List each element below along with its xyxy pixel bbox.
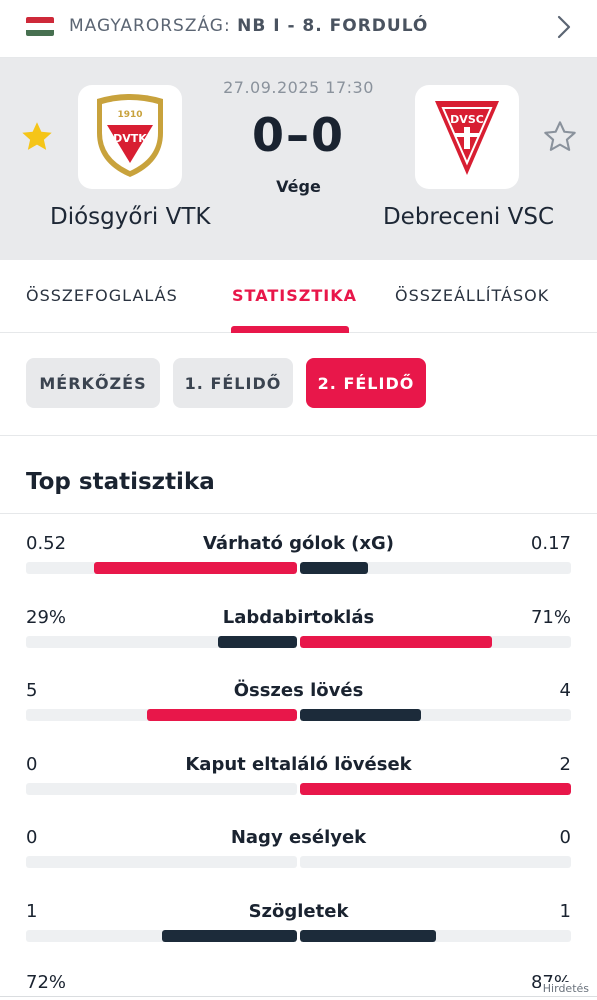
stat-home-value: 0 [26,753,38,775]
stat-away-bar-track [300,929,571,942]
stat-away-value: 71% [530,606,571,628]
stat-away-value: 2 [559,753,571,775]
stat-home-value: 1 [26,900,38,922]
tab-statistics[interactable]: STATISZTIKA [232,286,357,305]
stat-name: Labdabirtoklás [222,606,375,628]
breadcrumb[interactable]: MAGYARORSZÁG: NB I - 8. FORDULÓ [69,16,428,36]
stat-away-bar-track [300,856,571,868]
dvtk-crest-icon: 1910 DVTK [97,94,163,177]
stat-name: Kaput eltaláló lövések [185,753,412,775]
away-team-logo[interactable]: DVSC [415,85,519,189]
away-team-name[interactable]: Debreceni VSC [382,204,554,230]
stat-away-bar-track [300,782,571,795]
match-score: 0–0 [251,108,345,162]
stat-home-value: 5 [26,680,38,701]
stat-name: Várható gólok (xG) [202,533,395,554]
stat-home-bar [93,562,297,574]
stat-away-bar-track [300,562,571,574]
star-outline-icon[interactable] [542,119,578,155]
stat-row: 0 Kaput eltaláló lövések 2 [0,754,597,814]
home-team-name[interactable]: Diósgyőri VTK [50,204,211,230]
stat-row: 0 Nagy esélyek 0 [0,827,597,887]
stat-home-bar-track [26,782,297,795]
stat-away-bar [300,709,421,721]
dvsc-crest-icon: DVSC [435,101,499,175]
svg-text:DVTK: DVTK [113,132,147,145]
stat-away-bar [300,562,368,574]
stat-home-bar-track [26,856,297,868]
chevron-right-icon[interactable] [553,14,575,40]
svg-text:DVSC: DVSC [450,113,484,126]
stat-row: 29% Labdabirtoklás 71% [0,607,597,667]
stat-away-bar-track [300,709,571,721]
stat-home-bar-track [26,709,297,721]
stat-home-bar-track [26,929,297,942]
active-tab-indicator [231,326,349,333]
partial-home-value: 72% [26,972,67,988]
match-status: Vége [276,177,321,196]
stat-away-bar [300,929,436,942]
stat-away-bar-track [300,635,571,648]
stat-row: 1 Szögletek 1 [0,901,597,961]
stat-home-value: 29% [26,606,67,628]
home-team-logo[interactable]: 1910 DVTK [78,85,182,189]
hungary-flag-icon [26,17,54,36]
stat-away-value: 0 [559,827,571,848]
stat-home-value: 0.52 [26,533,67,554]
match-header: 1910 DVTK DVSC Diósgyőri VTK Debreceni V… [0,58,597,260]
tab-summary[interactable]: ÖSSZEFOGLALÁS [26,286,178,305]
stat-name: Szögletek [248,900,349,922]
stat-away-value: 4 [559,680,571,701]
stat-home-bar [161,929,297,942]
stat-away-value: 0.17 [530,533,571,554]
stat-home-bar [146,709,297,721]
stat-home-bar [218,635,297,648]
stat-row: 0.52 Várható gólok (xG) 0.17 [0,533,597,593]
period-second-half-button[interactable]: 2. FÉLIDŐ [306,358,426,408]
breadcrumb-country: MAGYARORSZÁG: [69,16,231,36]
competition-header[interactable]: MAGYARORSZÁG: NB I - 8. FORDULÓ [0,0,597,58]
tab-lineups[interactable]: ÖSSZEÁLLÍTÁSOK [395,286,550,305]
divider [0,513,597,514]
ad-label: Hirdetés [540,982,591,995]
stat-home-value: 0 [26,827,38,848]
star-filled-icon[interactable] [19,119,55,155]
stat-row: 5 Összes lövés 4 [0,680,597,740]
period-filter: MÉRKŐZÉS 1. FÉLIDŐ 2. FÉLIDŐ [0,334,597,436]
match-datetime: 27.09.2025 17:30 [223,78,374,97]
match-tabs: ÖSSZEFOGLALÁS STATISZTIKA ÖSSZEÁLLÍTÁSOK [0,260,597,333]
stat-name: Összes lövés [233,680,364,701]
stat-away-bar [300,782,571,795]
breadcrumb-competition: NB I - 8. FORDULÓ [237,16,429,36]
svg-text:1910: 1910 [117,110,142,120]
period-first-half-button[interactable]: 1. FÉLIDŐ [173,358,293,408]
stat-away-value: 1 [559,900,571,922]
stat-away-bar [300,635,493,648]
divider [0,996,597,997]
stats-section-title: Top statisztika [26,469,215,495]
partial-stat-row: 72% 87% [0,968,597,988]
period-match-button[interactable]: MÉRKŐZÉS [26,358,160,408]
stat-home-bar-track [26,562,297,574]
stat-home-bar-track [26,635,297,648]
stat-name: Nagy esélyek [230,827,367,848]
